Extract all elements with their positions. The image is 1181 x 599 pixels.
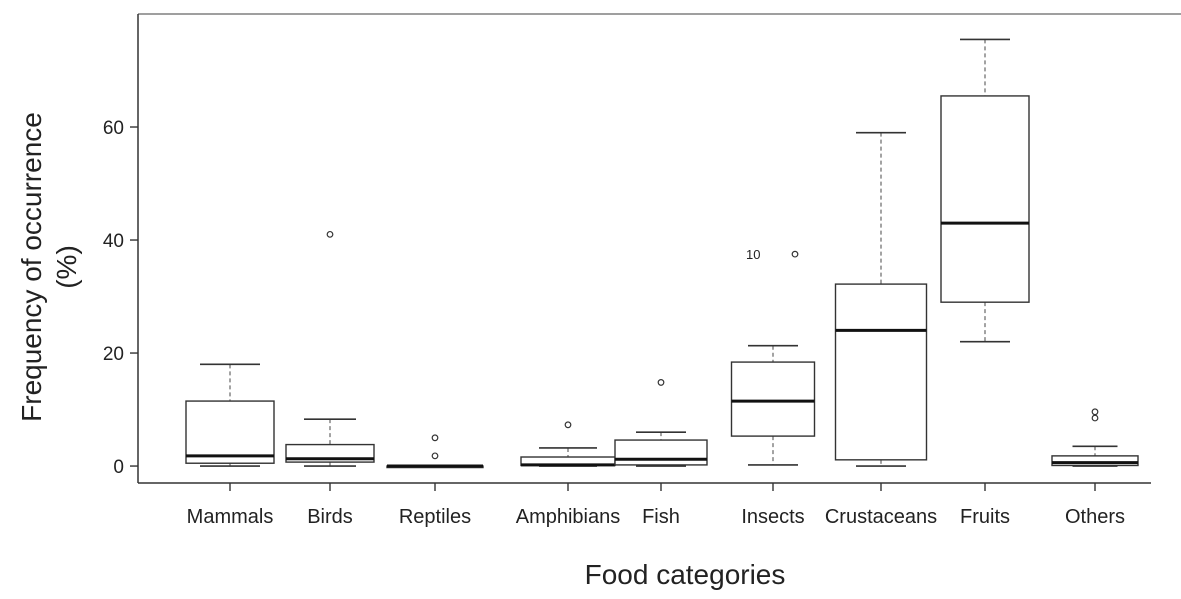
x-category-label: Fruits bbox=[960, 506, 1010, 528]
iqr-box bbox=[185, 400, 275, 464]
x-category-label: Mammals bbox=[187, 506, 274, 528]
x-category-label: Reptiles bbox=[399, 506, 471, 528]
outlier-annotation: 10 bbox=[746, 247, 760, 262]
axis-layer: 0 20 40 60 Mammals Birds Reptiles Amphibians Fis… bbox=[103, 118, 1125, 528]
x-category-label: Insects bbox=[741, 506, 804, 528]
x-category-label: Amphibians bbox=[516, 506, 621, 528]
x-category-label: Fish bbox=[642, 506, 680, 528]
y-tick-label-0: 0 bbox=[113, 457, 124, 478]
y-tick-label-60: 60 bbox=[103, 118, 124, 139]
label-layer: 10 Food categories Frequency of occurrence… bbox=[16, 112, 785, 590]
outlier-point bbox=[657, 379, 665, 386]
iqr-box bbox=[940, 95, 1030, 303]
y-tick-label-40: 40 bbox=[103, 231, 124, 252]
x-axis-title: Food categories bbox=[585, 559, 786, 590]
outlier-point bbox=[1091, 408, 1099, 416]
outlier-point bbox=[564, 421, 572, 429]
outlier-point bbox=[326, 230, 334, 238]
iqr-box bbox=[614, 439, 708, 466]
iqr-box bbox=[730, 361, 816, 437]
y-tick-label-20: 20 bbox=[103, 344, 124, 365]
outlier-point bbox=[431, 452, 439, 460]
x-category-label: Crustaceans bbox=[825, 506, 937, 528]
y-axis-title-line-1: Frequency of occurrence bbox=[16, 112, 47, 422]
y-axis-title-line-2: (%) bbox=[51, 245, 82, 289]
outlier-point bbox=[431, 434, 439, 442]
plot-frame bbox=[137, 13, 1181, 484]
iqr-box bbox=[1051, 455, 1139, 467]
iqr-box bbox=[834, 283, 928, 461]
box-layer bbox=[185, 38, 1139, 469]
outlier-point bbox=[791, 250, 799, 258]
x-category-label: Others bbox=[1065, 506, 1125, 528]
outlier-point bbox=[1091, 414, 1099, 422]
x-category-label: Birds bbox=[307, 506, 353, 528]
